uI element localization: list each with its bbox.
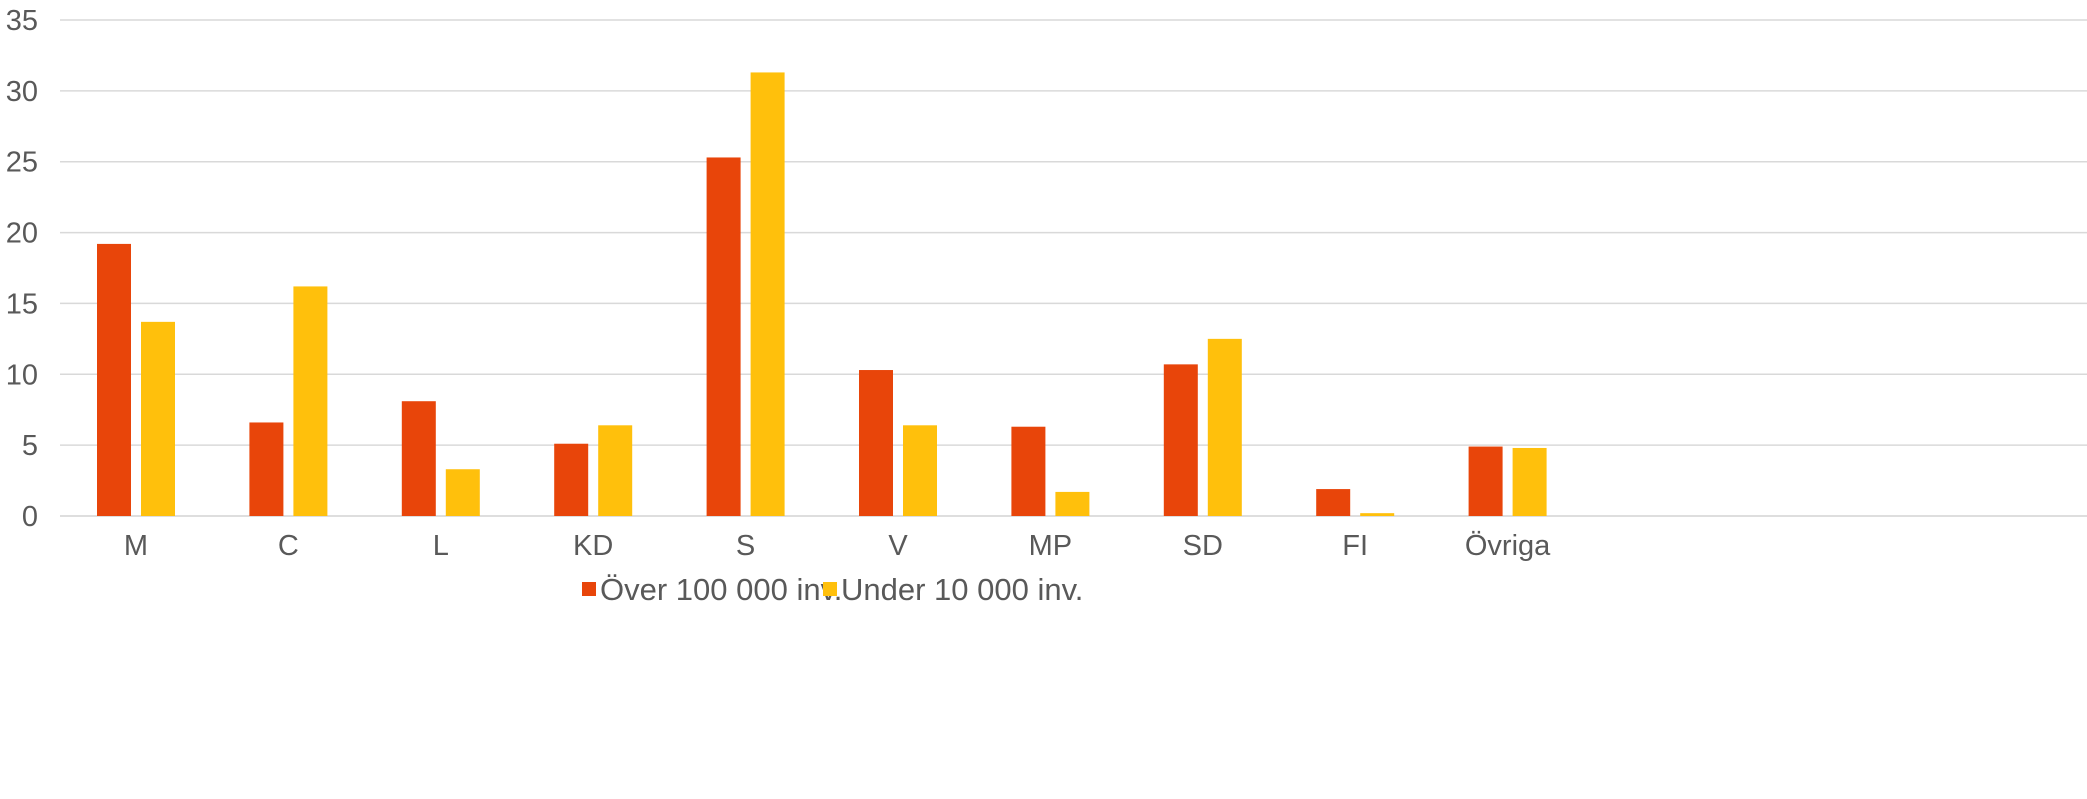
x-tick-label: L bbox=[433, 530, 449, 562]
bar-FI-series-2 bbox=[1360, 513, 1395, 516]
bar-MP-series-2 bbox=[1055, 491, 1090, 516]
bar-L-series-1 bbox=[401, 401, 436, 516]
bar-SD-series-2 bbox=[1207, 338, 1242, 516]
bar-S-series-2 bbox=[750, 72, 785, 516]
legend-label: Över 100 000 inv. bbox=[600, 572, 842, 607]
gridlines bbox=[60, 19, 2087, 517]
legend-item-1: Över 100 000 inv. bbox=[582, 572, 842, 607]
x-tick-label: SD bbox=[1183, 530, 1223, 562]
x-tick-label: MP bbox=[1029, 530, 1073, 562]
y-tick-label: 10 bbox=[6, 359, 38, 391]
x-tick-label: Övriga bbox=[1465, 530, 1551, 562]
y-tick-label: 15 bbox=[6, 288, 38, 320]
legend-swatch bbox=[823, 582, 837, 596]
bar-Övriga-series-1 bbox=[1468, 446, 1503, 516]
x-tick-label: S bbox=[736, 530, 755, 562]
x-tick-label: KD bbox=[573, 530, 613, 562]
y-tick-label: 0 bbox=[22, 501, 38, 533]
bar-S-series-1 bbox=[706, 157, 741, 516]
bars bbox=[97, 72, 1547, 516]
bar-V-series-2 bbox=[903, 425, 937, 516]
bar-M-series-2 bbox=[141, 321, 175, 516]
bar-V-series-1 bbox=[859, 370, 893, 516]
y-tick-label: 35 bbox=[6, 5, 38, 37]
bar-L-series-2 bbox=[445, 469, 480, 516]
y-tick-label: 30 bbox=[6, 76, 38, 108]
bar-C-series-1 bbox=[249, 422, 284, 516]
y-tick-label: 20 bbox=[6, 218, 38, 250]
bar-KD-series-2 bbox=[598, 425, 633, 516]
bar-FI-series-1 bbox=[1316, 489, 1351, 516]
legend-swatch bbox=[582, 582, 596, 596]
x-axis-ticks: M C L KD S V MP SD FI Övriga bbox=[124, 530, 1551, 562]
bar-M-series-1 bbox=[97, 243, 131, 516]
y-tick-label: 5 bbox=[22, 430, 38, 462]
legend: Över 100 000 inv.Under 10 000 inv. bbox=[582, 572, 1083, 607]
bar-KD-series-1 bbox=[554, 443, 589, 516]
x-tick-label: FI bbox=[1342, 530, 1368, 562]
bar-C-series-2 bbox=[293, 286, 328, 516]
legend-item-2: Under 10 000 inv. bbox=[823, 572, 1083, 607]
bar-MP-series-1 bbox=[1011, 426, 1046, 516]
x-tick-label: C bbox=[278, 530, 299, 562]
y-axis-ticks: 0 5 10 15 20 25 30 35 bbox=[6, 5, 38, 533]
legend-label: Under 10 000 inv. bbox=[841, 572, 1083, 607]
y-tick-label: 25 bbox=[6, 147, 38, 179]
bar-Övriga-series-2 bbox=[1512, 447, 1547, 516]
x-tick-label: M bbox=[124, 530, 148, 562]
x-tick-label: V bbox=[888, 530, 908, 562]
bar-SD-series-1 bbox=[1163, 364, 1198, 516]
